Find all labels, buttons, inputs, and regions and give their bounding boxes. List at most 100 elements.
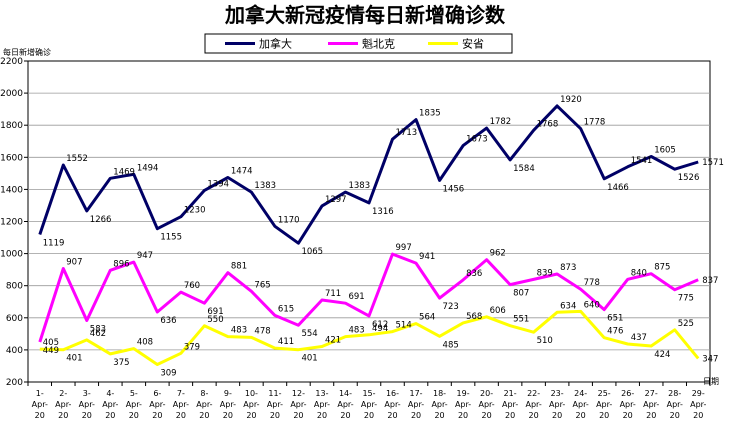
- data-label-quebec: 896: [113, 259, 129, 269]
- x-tick-label: 3-Apr-20: [79, 389, 95, 420]
- x-axis-label: 日期: [703, 377, 719, 386]
- data-label-quebec: 840: [631, 268, 647, 278]
- x-tick-label: 22-Apr-20: [526, 389, 542, 420]
- data-label-canada: 1383: [348, 181, 370, 191]
- data-label-quebec: 881: [231, 262, 247, 272]
- data-label-quebec: 836: [466, 269, 482, 279]
- legend-frame: [204, 33, 513, 54]
- x-tick-label: 19-Apr-20: [455, 389, 471, 420]
- x-tick-label: 2-Apr-20: [55, 389, 71, 420]
- x-tick-label: 14-Apr-20: [337, 389, 353, 420]
- data-label-quebec: 765: [254, 280, 270, 290]
- data-label-ontario: 634: [560, 301, 576, 311]
- data-label-ontario: 483: [231, 326, 247, 336]
- x-tick-label: 5-Apr-20: [126, 389, 142, 420]
- data-label-quebec: 636: [160, 316, 176, 326]
- x-tick-label: 10-Apr-20: [243, 389, 259, 420]
- data-label-quebec: 691: [207, 307, 223, 317]
- data-label-ontario: 408: [137, 338, 153, 348]
- data-label-quebec: 907: [66, 258, 82, 268]
- y-tick-label: 800: [6, 282, 23, 292]
- data-label-canada: 1266: [90, 215, 112, 225]
- x-tick-label: 4-Apr-20: [102, 389, 118, 420]
- data-label-ontario: 375: [113, 358, 129, 368]
- data-label-quebec: 554: [301, 329, 317, 339]
- data-label-ontario: 347: [702, 354, 718, 364]
- data-label-canada: 1316: [372, 207, 394, 217]
- data-label-canada: 1394: [207, 179, 229, 189]
- x-tick-label: 24-Apr-20: [573, 389, 589, 420]
- data-label-canada: 1552: [66, 154, 88, 164]
- data-label-ontario: 405: [43, 338, 59, 348]
- axes: 200 400 600 800 1000 1200 1400 1600 1800 2000 2200…: [0, 57, 711, 420]
- y-tick-label: 400: [6, 346, 23, 356]
- data-label-quebec: 449: [43, 346, 59, 356]
- y-tick-label: 2200: [0, 57, 23, 67]
- data-label-ontario: 564: [419, 313, 435, 323]
- data-label-ontario: 401: [301, 354, 317, 364]
- data-label-ontario: 551: [513, 315, 529, 325]
- data-label-quebec: 583: [90, 325, 106, 335]
- data-label-canada: 1605: [654, 145, 676, 155]
- data-label-ontario: 462: [90, 329, 106, 339]
- data-label-ontario: 424: [654, 350, 670, 360]
- y-tick-label: 1000: [0, 250, 23, 260]
- data-label-quebec: 615: [278, 304, 294, 314]
- data-label-ontario: 568: [466, 312, 482, 322]
- data-label-quebec: 760: [184, 281, 200, 291]
- data-label-ontario: 494: [372, 324, 388, 334]
- data-label-quebec: 691: [348, 292, 364, 302]
- series-line-ontario: [39, 309, 700, 366]
- data-label-canada: 1469: [113, 167, 135, 177]
- data-label-ontario: 514: [396, 321, 412, 331]
- data-label-quebec: 711: [325, 289, 341, 299]
- data-label-ontario: 421: [325, 336, 341, 346]
- data-label-quebec: 807: [513, 289, 529, 299]
- legend-label-ontario: 安省: [462, 37, 484, 51]
- x-tick-label: 7-Apr-20: [173, 389, 189, 420]
- data-label-canada: 1297: [325, 195, 347, 205]
- data-label-quebec: 997: [396, 243, 412, 253]
- x-tick-label: 15-Apr-20: [361, 389, 377, 420]
- data-label-ontario: 379: [184, 342, 200, 352]
- data-label-canada: 1673: [466, 135, 488, 145]
- data-label-canada: 1920: [560, 95, 582, 105]
- x-tick-label: 18-Apr-20: [431, 389, 447, 420]
- data-label-quebec: 962: [490, 249, 506, 259]
- chart-title: 加拿大新冠疫情每日新增确诊数: [224, 3, 506, 27]
- data-label-ontario: 401: [66, 354, 82, 364]
- series-line-canada: [38, 104, 699, 245]
- data-label-ontario: 478: [254, 326, 270, 336]
- x-tick-label: 28-Apr-20: [667, 389, 683, 420]
- x-tick-label: 25-Apr-20: [596, 389, 612, 420]
- y-tick-label: 2000: [0, 89, 23, 99]
- data-label-canada: 1713: [396, 128, 418, 138]
- x-tick-label: 9-Apr-20: [220, 389, 236, 420]
- data-label-ontario: 483: [348, 326, 364, 336]
- y-tick-label: 200: [6, 378, 23, 388]
- x-tick-label: 26-Apr-20: [620, 389, 636, 420]
- x-tick-label: 17-Apr-20: [408, 389, 424, 420]
- data-label-canada: 1584: [513, 164, 535, 174]
- data-label-quebec: 875: [654, 263, 670, 273]
- data-label-canada: 1466: [607, 183, 629, 193]
- x-tick-label: 20-Apr-20: [478, 389, 494, 420]
- data-label-quebec: 839: [537, 268, 553, 278]
- x-tick-label: 16-Apr-20: [384, 389, 400, 420]
- legend: 加拿大 魁北克 安省: [204, 33, 513, 54]
- x-tick-label: 21-Apr-20: [502, 389, 518, 420]
- data-label-canada: 1155: [160, 233, 182, 243]
- data-label-quebec: 837: [702, 276, 718, 286]
- data-label-canada: 1526: [678, 173, 700, 183]
- data-label-ontario: 550: [207, 315, 223, 325]
- data-label-quebec: 612: [372, 320, 388, 330]
- y-tick-label: 1600: [0, 153, 23, 163]
- data-label-canada: 1782: [490, 117, 512, 127]
- data-label-canada: 1119: [43, 239, 65, 249]
- y-axis-label: 每日新增确诊: [3, 47, 51, 57]
- data-label-quebec: 778: [584, 278, 600, 288]
- legend-label-canada: 加拿大: [259, 37, 292, 51]
- series-line-quebec: [38, 252, 699, 343]
